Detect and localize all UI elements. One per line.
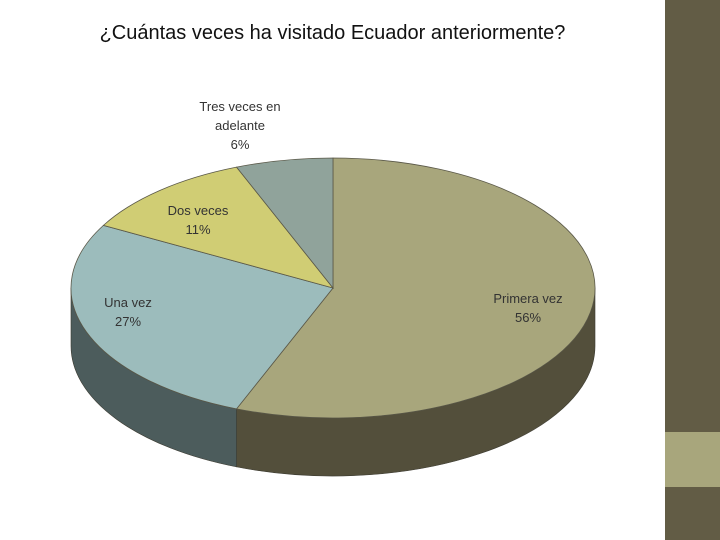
slice-label-0: Primera vez <box>493 291 562 306</box>
slice-label-2: Dos veces <box>168 203 229 218</box>
slice-value-label-3: 6% <box>231 137 250 152</box>
slice-0 <box>235 157 596 419</box>
slice-3 <box>235 157 334 290</box>
slide-title: ¿Cuántas veces ha visitado Ecuador anter… <box>99 22 566 44</box>
slice-label-3: adelante <box>215 118 265 133</box>
slice-2 <box>102 166 335 289</box>
pie-labels-layer: Primera vez 56% Una vez 27% Dos veces 11% Tres… <box>104 99 563 329</box>
slice-value-label-2: 11% <box>185 222 210 237</box>
slice-value-label-0: 56% <box>515 310 541 325</box>
slice-label-1: Una vez <box>104 295 152 310</box>
slice-1 <box>70 224 334 410</box>
side-accent-block <box>665 432 720 487</box>
pie-top-layer <box>70 157 596 419</box>
slice-label-3: Tres veces en <box>199 99 280 114</box>
slice-value-label-1: 27% <box>115 314 141 329</box>
